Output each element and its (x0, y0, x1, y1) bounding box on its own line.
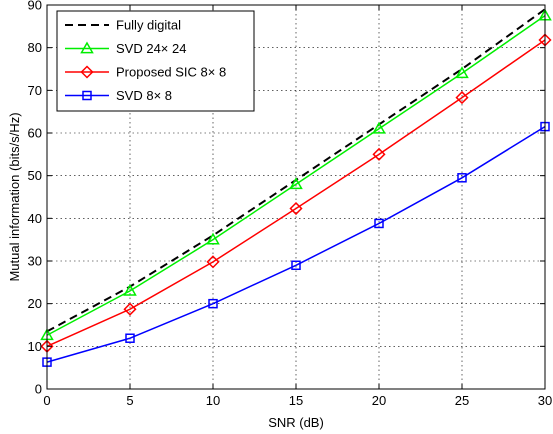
y-tick-label: 90 (28, 0, 42, 13)
legend-box (56, 10, 255, 112)
series-line (46, 15, 546, 336)
y-tick-label: 60 (28, 126, 42, 141)
y-axis-label: Mutual information (bits/s/Hz) (7, 112, 22, 281)
axis-ticks: 0 5 10 15 20 25 30 0 10 20 30 40 50 60 70 80 90 (28, 0, 553, 408)
data-point-diamond (80, 65, 94, 79)
data-point-triangle (372, 121, 386, 134)
x-tick-label: 25 (455, 393, 469, 408)
data-point-triangle (123, 283, 137, 296)
data-point-diamond (206, 255, 220, 269)
legend-label: Proposed SIC 8× 8 (116, 65, 226, 80)
y-tick-label: 30 (28, 254, 42, 269)
data-point-square (125, 333, 135, 343)
data-point-square (291, 260, 301, 271)
y-tick-label: 80 (28, 40, 42, 55)
x-tick-label: 20 (372, 393, 386, 408)
legend-entry-1: SVD 24× 24 (65, 41, 186, 56)
legend-entry-2: Proposed SIC 8× 8 (65, 65, 226, 80)
y-tick-label: 70 (28, 83, 42, 98)
x-tick-label: 30 (538, 393, 552, 408)
data-point-square (82, 90, 92, 101)
data-point-diamond (372, 147, 386, 161)
y-tick-label: 50 (28, 168, 42, 183)
data-point-triangle (80, 41, 94, 54)
series-line (46, 39, 546, 348)
legend: Fully digital SVD 24× 24 Proposed SIC 8× 8… (56, 10, 255, 112)
y-tick-label: 0 (35, 382, 42, 397)
x-tick-label: 5 (126, 393, 133, 408)
legend-entry-3: SVD 8× 8 (65, 88, 172, 103)
data-point-triangle (289, 177, 303, 190)
data-point-triangle (455, 66, 469, 79)
x-tick-label: 10 (206, 393, 220, 408)
data-point-diamond (289, 201, 303, 216)
data-point-square (208, 298, 218, 309)
legend-label: SVD 24× 24 (116, 41, 186, 56)
y-tick-label: 20 (28, 296, 42, 311)
grid (47, 5, 545, 389)
x-axis-label: SNR (dB) (268, 415, 324, 430)
x-tick-label: 0 (43, 393, 50, 408)
x-tick-label: 15 (289, 393, 303, 408)
y-tick-label: 40 (28, 211, 42, 226)
data-point-triangle (206, 232, 220, 245)
legend-label: SVD 8× 8 (116, 88, 172, 103)
legend-label: Fully digital (116, 18, 181, 33)
data-point-square (374, 218, 384, 229)
data-point-square (457, 173, 467, 183)
legend-entry-0: Fully digital (65, 18, 181, 33)
data-point-diamond (455, 91, 469, 105)
data-point-diamond (123, 302, 137, 316)
series-line (46, 125, 546, 363)
y-tick-label: 10 (28, 339, 42, 354)
series-group (40, 8, 552, 367)
